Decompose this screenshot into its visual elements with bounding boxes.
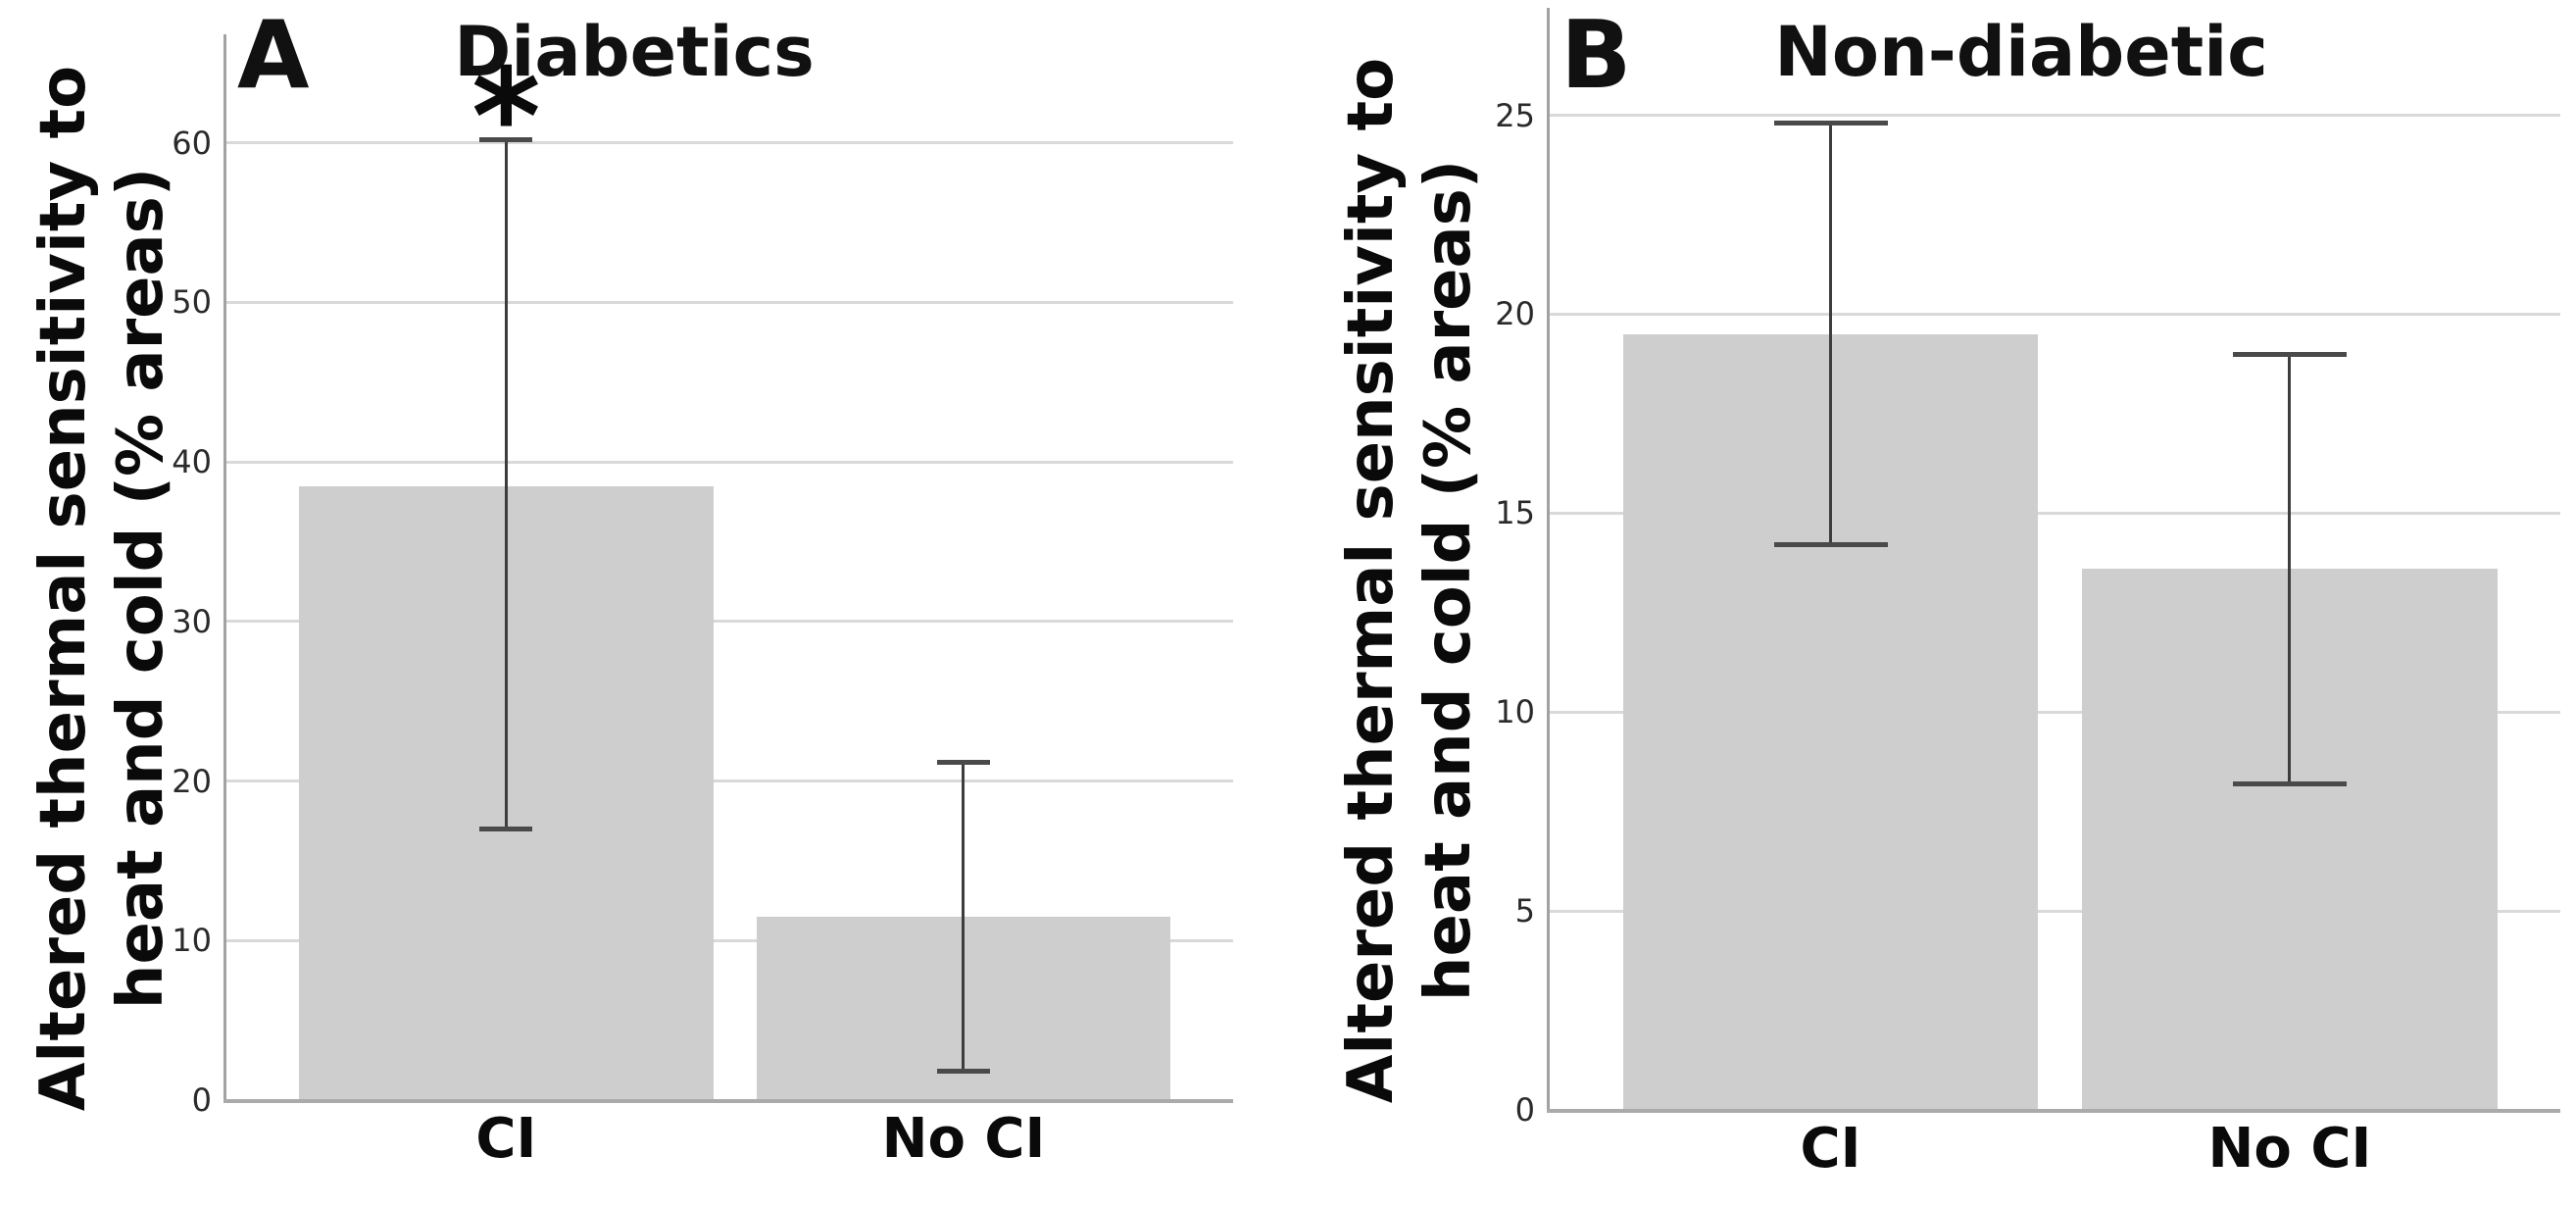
panel-b-y-axis-label-line1: Altered thermal sensitivity to — [1335, 57, 1408, 1104]
panel-a-y-axis-line — [223, 34, 226, 1100]
panel-a-gridline-10 — [223, 938, 1233, 942]
panel-a-y-tick-label-40: 40 — [172, 443, 212, 481]
panel-a-x-axis-line — [223, 1099, 1233, 1103]
panel-a-y-axis-label-line2: heat and cold (% areas) — [105, 167, 177, 1010]
panel-a-error-cap-high-0 — [479, 136, 533, 142]
panel-a-significance-marker: * — [471, 40, 541, 194]
panel-b-y-axis-label-line2: heat and cold (% areas) — [1412, 159, 1485, 1002]
panel-b-error-cap-high-0 — [1773, 121, 1888, 126]
panel-a-category-label-ci: CI — [475, 1107, 537, 1171]
panel-b-error-cap-low-1 — [2232, 780, 2347, 786]
panel-b-y-tick-label-5: 5 — [1514, 892, 1535, 930]
panel-b-letter: B — [1560, 2, 1631, 110]
panel-b-gridline-10 — [1547, 710, 2560, 714]
panel-b-y-tick-label-20: 20 — [1495, 295, 1535, 333]
panel-a-y-tick-label-10: 10 — [172, 922, 212, 960]
panel-a-letter: A — [237, 2, 310, 110]
panel-a-y-axis-label: Altered thermal sensitivity to heat and … — [25, 20, 182, 1157]
panel-b-category-label-ci: CI — [1800, 1117, 1861, 1181]
panel-a-category-label-no-ci: No CI — [881, 1107, 1046, 1171]
panel-b-y-tick-label-10: 10 — [1495, 693, 1535, 731]
panel-b-error-cap-high-1 — [2232, 351, 2347, 357]
panel-b-y-tick-label-0: 0 — [1514, 1091, 1535, 1129]
panel-a-error-cap-low-0 — [479, 826, 533, 831]
panel-b-error-cap-low-0 — [1773, 542, 1888, 548]
panel-a-gridline-30 — [223, 620, 1233, 624]
panel-a-y-tick-label-30: 30 — [172, 602, 212, 640]
panel-a-error-cap-high-1 — [936, 759, 990, 765]
panel-b-gridline-15 — [1547, 511, 2560, 515]
panel-a-error-bar-ci — [504, 139, 508, 829]
panel-a-y-tick-label-60: 60 — [172, 124, 212, 162]
panel-a-y-tick-label-20: 20 — [172, 762, 212, 800]
panel-b-error-bar-ci — [1829, 123, 1833, 545]
panel-b-y-axis-label: Altered thermal sensitivity to heat and … — [1333, 12, 1490, 1149]
panel-a-y-tick-label-0: 0 — [191, 1081, 212, 1119]
panel-a-y-tick-label-50: 50 — [172, 283, 212, 322]
panel-b-category-label-no-ci: No CI — [2207, 1117, 2372, 1181]
panel-b-gridline-20 — [1547, 312, 2560, 316]
panel-a-gridline-60 — [223, 141, 1233, 145]
panel-b-y-tick-label-25: 25 — [1495, 96, 1535, 134]
panel-b-error-bar-no-ci — [2288, 354, 2292, 784]
panel-b-gridline-5 — [1547, 909, 2560, 913]
panel-a-title: Diabetics — [454, 12, 815, 92]
panel-a-gridline-20 — [223, 779, 1233, 783]
panel-b-title: Non-diabetic — [1774, 12, 2268, 92]
panel-b-gridline-25 — [1547, 114, 2560, 118]
panel-a-gridline-40 — [223, 460, 1233, 464]
panel-b-y-axis-line — [1547, 8, 1550, 1110]
panel-b-y-tick-label-15: 15 — [1495, 494, 1535, 532]
panel-a-y-axis-label-line1: Altered thermal sensitivity to — [27, 65, 100, 1112]
panel-a-gridline-50 — [223, 300, 1233, 304]
panel-a-error-bar-no-ci — [962, 762, 966, 1072]
panel-a-error-cap-low-1 — [936, 1069, 990, 1075]
panel-b-x-axis-line — [1547, 1109, 2560, 1113]
